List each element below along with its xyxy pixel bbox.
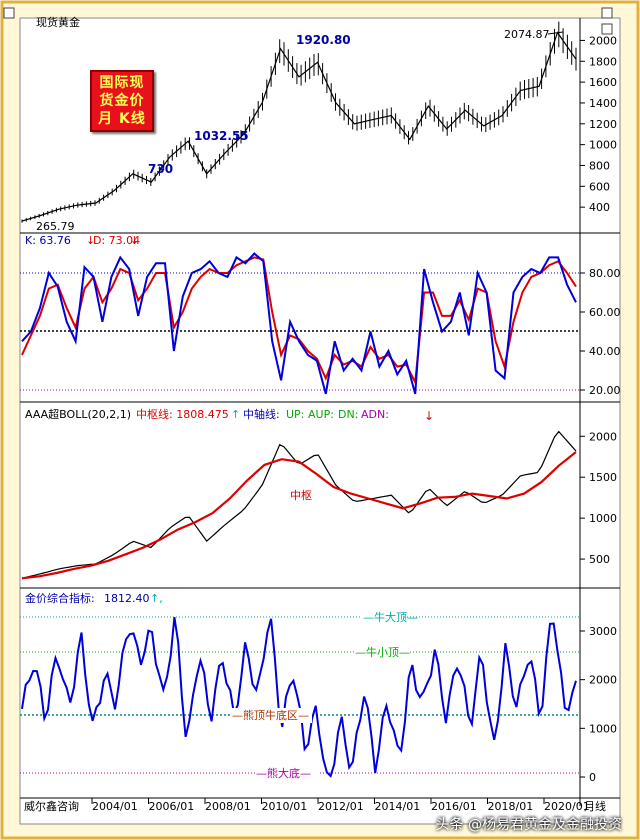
boll-axis-label: 中轴线: [243,407,280,421]
boll-tick-label: 2000 [589,430,617,443]
kd-k-arrow: ↓ [86,234,95,247]
price-tick-label: 800 [589,159,610,172]
badge-line-2: 货金价 [99,93,145,109]
boll-up-arrow: ↑ [231,408,240,421]
annotation-1920: 1920.80 [296,33,351,47]
company-label: 威尔鑫咨询 [24,799,79,813]
ref-label-bg-4 [256,766,318,781]
kd-d-arrow: ↓ [130,234,139,247]
x-tick-label: 2014/01 [375,800,421,813]
ref-label-bear-top: —熊顶牛底区— [232,708,309,722]
boll-adn-label: ADN: [361,408,389,421]
ref-label-bull-minor-top: —牛小顶— [355,645,410,659]
ref-label-bg-2 [356,644,408,659]
x-axis: 2004/01 2006/01 2008/01 2010/01 2012/01 2014/… [91,798,590,813]
boll-tick-label: 500 [589,553,610,566]
composite-value: 1812.40 [104,592,150,605]
kd-k-label: K: 63.76 [25,234,71,247]
kd-panel: 20.00 40.00 60.00 80.00 K: 63.76 ↓ D: 73.04… [20,234,621,397]
price-tick-label: 1200 [589,118,617,131]
x-tick-label: 2020/01 [544,800,590,813]
boll-down-arrow: ↓ [424,409,434,423]
ref-label-bear-bottom: —熊大底— [256,766,311,780]
price-panel: 400 600 800 1000 1200 1400 1600 1800 2000 265.79… [21,21,617,233]
annotation-2074: 2074.87 [504,28,550,41]
boll-mid-label: 中枢线: 1808.475 [136,407,229,421]
boll-mid-line [21,451,577,580]
kd-tick-label: 60.00 [589,306,621,319]
composite-tick-label: 2000 [589,674,617,687]
x-tick-label: 2018/01 [488,800,534,813]
price-tick-label: 1600 [589,76,617,89]
ref-label-bg-3 [232,708,312,723]
kd-tick-label: 80.00 [589,267,621,280]
price-tick-label: 2000 [589,34,617,47]
boll-aup-label: AUP: [308,408,334,421]
ref-label-bg-1 [360,609,404,624]
boll-title: AAA超BOLL(20,2,1) [25,407,131,421]
kd-k-line [21,252,577,395]
x-tick-label: 2004/01 [92,800,138,813]
watermark: 头条 @杨易君黄金及金融投资 [435,817,622,833]
kd-tick-label: 20.00 [589,384,621,397]
kd-d-label: D: 73.04 [93,234,140,247]
composite-tick-label: 3000 [589,625,617,638]
period-label: 月线 [584,799,606,813]
price-tick-label: 600 [589,180,610,193]
boll-up-label: UP: [286,408,304,421]
composite-tick-label: 0 [589,771,596,784]
ref-label-bull-top: —牛大顶— [363,610,418,624]
price-tick-label: 1000 [589,139,617,152]
boll-tick-label: 1500 [589,471,617,484]
composite-line [21,616,577,778]
badge-line-3: 月 K线 [98,111,146,127]
annotation-1032: 1032.55 [194,129,249,143]
title-badge: 国际现 货金价 月 K线 [90,70,154,132]
window-title: 现货黄金 [36,15,80,29]
boll-tick-label: 1000 [589,512,617,525]
price-tick-label: 1800 [589,55,617,68]
x-tick-label: 2006/01 [149,800,195,813]
composite-tick-label: 1000 [589,722,617,735]
boll-panel: 500 1000 1500 2000 AAA超BOLL(20,2,1) 中枢线: 18… [21,407,617,580]
annotation-2074-pointer [547,31,564,35]
composite-arrow: ↑, [150,592,163,605]
low-annotation: 265.79 [36,220,75,233]
price-tick-label: 400 [589,201,610,214]
boll-mid-annotation: 中枢 [290,488,312,502]
price-tick-label: 1400 [589,97,617,110]
composite-title: 金价综合指标: [25,591,95,605]
x-tick-label: 2010/01 [262,800,308,813]
x-tick-label: 2016/01 [431,800,477,813]
x-tick-label: 2008/01 [205,800,251,813]
boll-dn-label: DN: [338,408,358,421]
badge-line-1: 国际现 [99,75,145,91]
kd-tick-label: 40.00 [589,345,621,358]
price-series-line [21,31,577,222]
x-tick-label: 2012/01 [318,800,364,813]
annotation-730: 730 [148,162,173,176]
